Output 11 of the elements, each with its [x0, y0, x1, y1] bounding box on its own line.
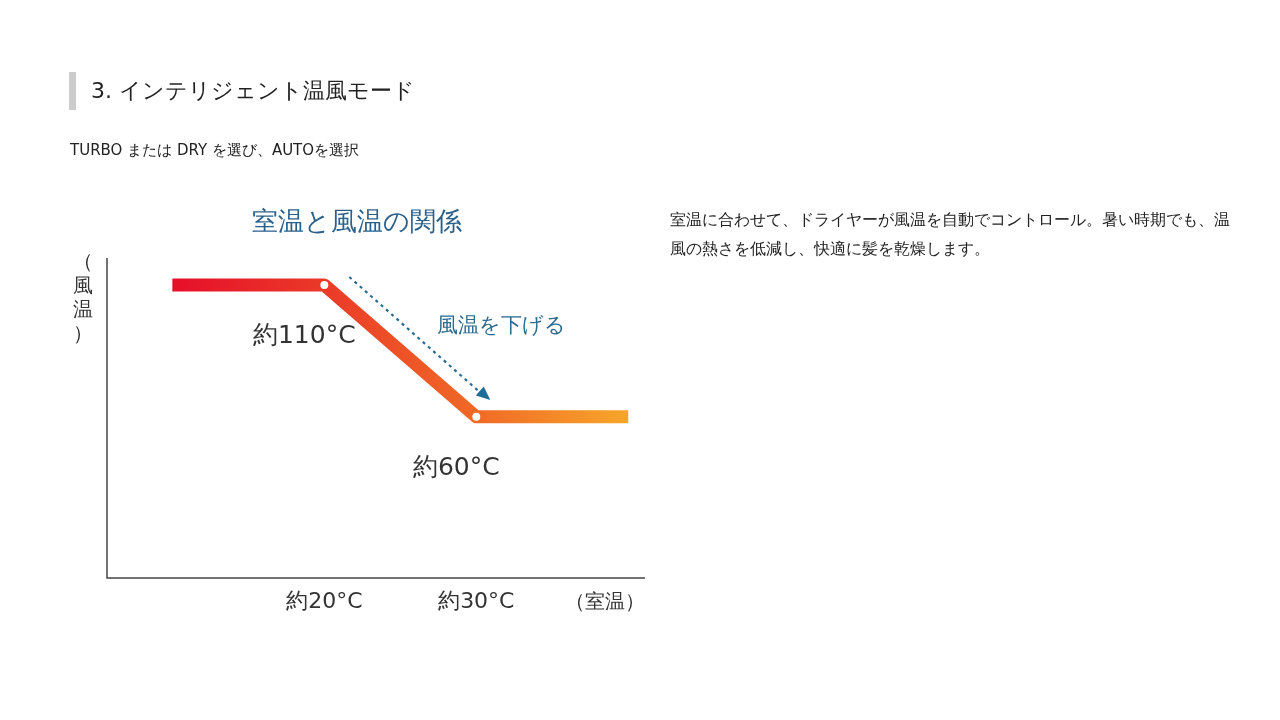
x-axis-title: （室温） [565, 589, 645, 613]
x-tick-label: 約20°C [286, 588, 363, 613]
text: 室温に合わせて、ドライヤーが風温を自動でコントロール。暑い時期でも、温風の熱さを低減し、快適に髪を乾燥します。 [670, 210, 1231, 260]
annotation: 約110°C [252, 320, 356, 349]
annotation: 風温を下げる [436, 312, 566, 337]
chart-subtitle: TURBO または DRY を選び、AUTOを選択 [70, 141, 360, 160]
annotation: 約60°C [412, 451, 500, 481]
y-axis-title: （風温） [73, 249, 93, 345]
text: 3. インテリジェント温風モード [91, 77, 415, 105]
chart-title: 室温と風温の関係 [252, 206, 462, 236]
x-tick-label: 約30°C [438, 588, 515, 613]
